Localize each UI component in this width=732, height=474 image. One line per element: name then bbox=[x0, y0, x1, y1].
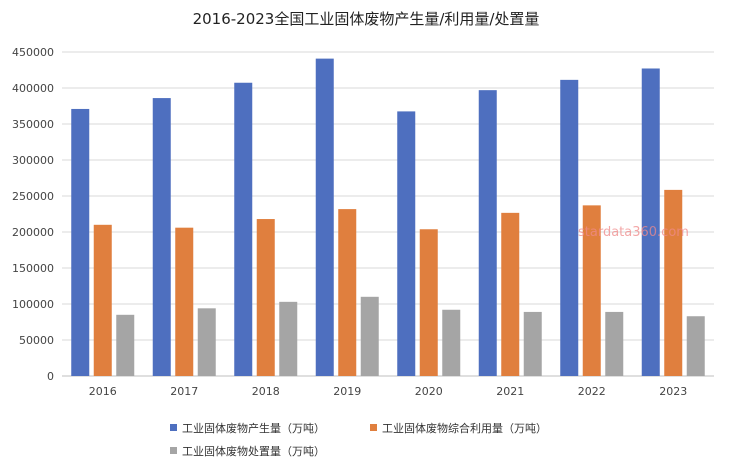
legend: 工业固体废物产生量（万吨） 工业固体废物综合利用量（万吨） 工业固体废物处置量（万吨… bbox=[170, 421, 547, 458]
legend-label: 工业固体废物处置量（万吨） bbox=[182, 444, 325, 458]
y-tick-label: 300000 bbox=[12, 154, 54, 167]
bar bbox=[279, 301, 298, 376]
x-tick-label: 2020 bbox=[415, 385, 443, 398]
chart-title: 2016-2023全国工业固体废物产生量/利用量/处置量 bbox=[193, 10, 540, 28]
x-tick-label: 2017 bbox=[170, 385, 198, 398]
bar bbox=[501, 212, 520, 376]
y-tick-label: 50000 bbox=[19, 334, 54, 347]
x-tick-label: 2021 bbox=[496, 385, 524, 398]
bars bbox=[71, 58, 705, 377]
bar bbox=[560, 79, 579, 376]
legend-swatch bbox=[170, 424, 177, 431]
x-tick-label: 2016 bbox=[89, 385, 117, 398]
bar bbox=[442, 309, 461, 376]
legend-swatch bbox=[170, 447, 177, 454]
bar bbox=[664, 189, 683, 376]
x-tick-label: 2023 bbox=[659, 385, 687, 398]
bar bbox=[397, 111, 416, 377]
bar bbox=[315, 58, 334, 377]
bar bbox=[686, 316, 705, 376]
bar bbox=[197, 308, 216, 376]
legend-label: 工业固体废物综合利用量（万吨） bbox=[382, 421, 547, 435]
x-tick-label: 2019 bbox=[333, 385, 361, 398]
y-tick-label: 350000 bbox=[12, 118, 54, 131]
y-tick-label: 400000 bbox=[12, 82, 54, 95]
bar bbox=[175, 227, 194, 376]
bar bbox=[478, 90, 497, 376]
bar bbox=[152, 98, 171, 376]
x-tick-label: 2022 bbox=[578, 385, 606, 398]
bar bbox=[523, 311, 542, 376]
y-tick-label: 100000 bbox=[12, 298, 54, 311]
bar bbox=[360, 296, 379, 376]
y-tick-label: 200000 bbox=[12, 226, 54, 239]
bar bbox=[256, 219, 275, 376]
bar bbox=[234, 82, 253, 376]
y-tick-label: 250000 bbox=[12, 190, 54, 203]
y-tick-label: 150000 bbox=[12, 262, 54, 275]
x-axis-ticks: 2016 2017 2018 2019 2020 2021 2022 2023 bbox=[89, 385, 688, 398]
y-axis-ticks: 0 50000 100000 150000 200000 250000 300000 3500… bbox=[12, 46, 54, 383]
bar bbox=[605, 311, 624, 376]
bar bbox=[93, 224, 112, 376]
bar bbox=[582, 205, 601, 376]
bar bbox=[116, 314, 135, 376]
y-tick-label: 450000 bbox=[12, 46, 54, 59]
y-tick-label: 0 bbox=[47, 370, 54, 383]
legend-swatch bbox=[370, 424, 377, 431]
bar bbox=[338, 209, 357, 376]
x-tick-label: 2018 bbox=[252, 385, 280, 398]
bar bbox=[71, 108, 90, 377]
legend-label: 工业固体废物产生量（万吨） bbox=[182, 421, 325, 435]
bar bbox=[419, 229, 438, 376]
bar bbox=[641, 68, 660, 376]
watermark: stardata360.com bbox=[578, 225, 689, 240]
